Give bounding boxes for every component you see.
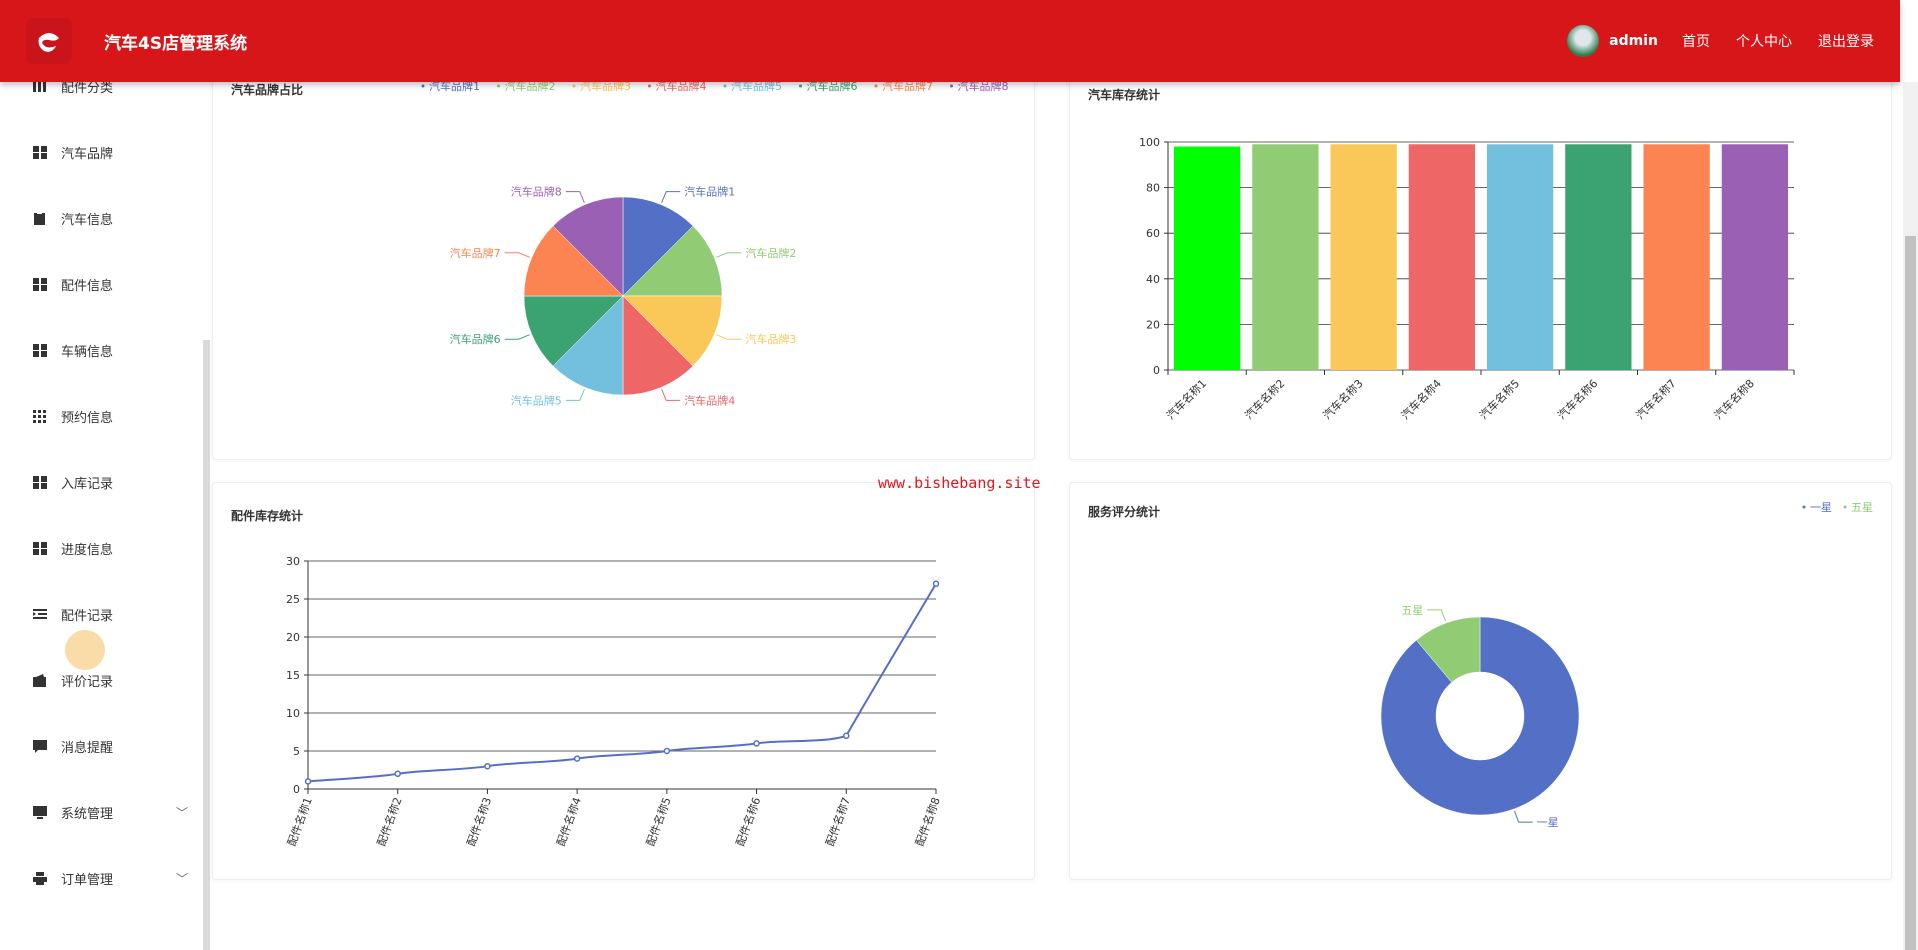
top-header: 汽车4S店管理系统 admin 首页 个人中心 退出登录 [0,0,1900,82]
sidebar-item-label: 系统管理 [61,806,114,822]
page-scrollbar-thumb[interactable] [1905,236,1916,950]
sidebar-scrollbar[interactable] [203,340,210,950]
card-title: 服务评分统计 [1088,505,1161,519]
sidebar-item-8[interactable]: 进度信息 [0,528,202,568]
sidebar-item-label: 配件分类 [61,80,114,96]
list-indent-icon [33,608,47,619]
sidebar-item-7[interactable]: 入库记录 [0,462,202,502]
sidebar-item-12[interactable]: 系统管理 ﹀ [0,792,202,832]
car-stock-card: 汽车库存统计 [1069,60,1892,460]
columns-icon [33,80,46,92]
logo-icon [38,33,59,52]
parts-stock-card: 配件库存统计 [212,482,1035,880]
watermark: www.bishebang.site [878,474,1041,492]
card-title: 汽车库存统计 [1088,88,1161,102]
chevron-down-icon[interactable]: ﹀ [175,871,188,886]
wallet-icon [33,673,46,687]
sidebar-item-2[interactable]: 汽车品牌 [0,132,202,172]
nav-profile[interactable]: 个人中心 [1736,34,1792,50]
nav-logout[interactable]: 退出登录 [1818,34,1874,50]
sidebar-item-13[interactable]: 订单管理 ﹀ [0,858,202,898]
sidebar-item-label: 配件记录 [61,608,114,624]
sidebar-item-4[interactable]: 配件信息 [0,264,202,304]
brand-share-card: 汽车品牌占比 [212,60,1035,460]
sidebar-item-label: 预约信息 [61,410,114,426]
sidebar-item-label: 车辆信息 [61,344,114,360]
chat-icon [33,739,47,753]
sidebar-item-label: 进度信息 [61,542,114,558]
sidebar-item-3[interactable]: 汽车信息 [0,198,202,238]
grid-icon [33,343,47,357]
cursor-highlight [65,630,105,670]
apps-icon [33,409,46,423]
app-logo [26,18,72,64]
service-rating-card: 服务评分统计 [1069,482,1892,880]
sidebar-item-9[interactable]: 配件记录 [0,594,202,634]
grid-icon [33,277,47,291]
sidebar-item-11[interactable]: 消息提醒 [0,726,202,766]
avatar[interactable] [1567,25,1600,57]
grid-icon [33,145,47,159]
sidebar-item-label: 评价记录 [61,674,114,690]
grid-icon [33,541,47,555]
card-title: 汽车品牌占比 [231,83,304,97]
printer-icon [33,871,47,885]
sidebar-item-10[interactable]: 评价记录 [0,660,202,700]
sidebar-item-label: 入库记录 [61,476,114,492]
sidebar-item-label: 消息提醒 [61,740,114,756]
sidebar-item-label: 订单管理 [61,872,114,888]
sidebar-item-label: 汽车信息 [61,212,114,228]
card-title: 配件库存统计 [231,509,304,523]
sidebar: 配件分类汽车品牌汽车信息配件信息车辆信息预约信息入库记录进度信息配件记录评价记录… [0,0,202,950]
sidebar-item-label: 汽车品牌 [61,146,114,162]
chevron-down-icon[interactable]: ﹀ [175,805,188,820]
username: admin [1609,33,1658,49]
monitor-icon [33,805,47,819]
sidebar-item-label: 配件信息 [61,278,114,294]
clipboard-icon [34,211,45,225]
sidebar-item-5[interactable]: 车辆信息 [0,330,202,370]
sidebar-item-6[interactable]: 预约信息 [0,396,202,436]
sidebar-item-1[interactable]: 配件分类 [0,66,202,106]
app-title: 汽车4S店管理系统 [104,33,248,54]
grid-icon [33,475,47,489]
nav-home[interactable]: 首页 [1682,34,1710,50]
